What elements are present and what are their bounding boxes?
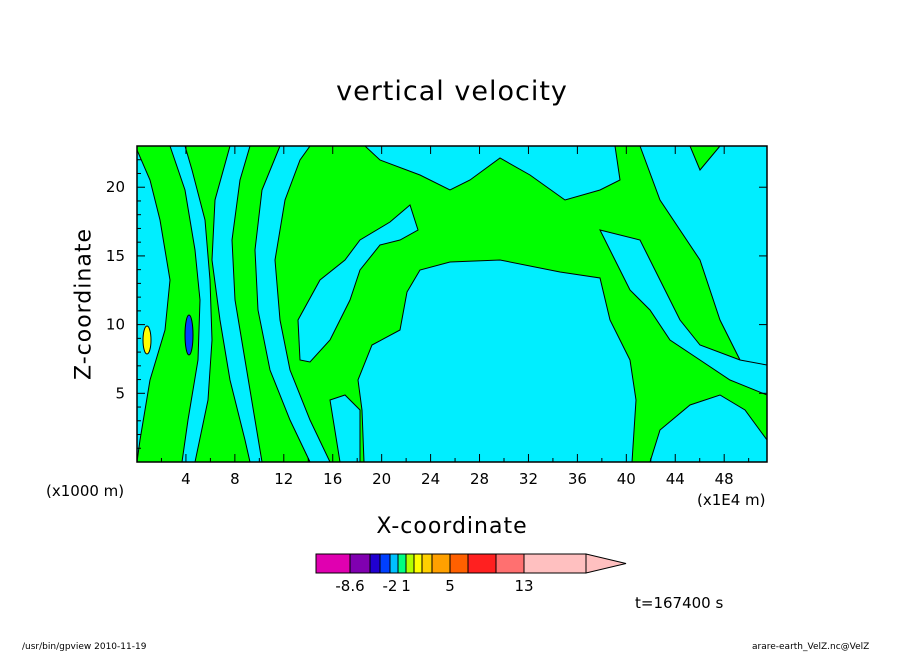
wave-stripe-5 bbox=[329, 394, 361, 462]
colorbar-label: -8.6 bbox=[335, 577, 364, 595]
x-tick-label: 4 bbox=[181, 470, 191, 488]
plot-frame bbox=[136, 145, 768, 463]
x-tick-label: 32 bbox=[519, 470, 538, 488]
colorbar-segment bbox=[467, 553, 497, 574]
x-tick-label: 36 bbox=[568, 470, 587, 488]
y-axis-unit: (x1000 m) bbox=[46, 482, 125, 500]
footer-program: /usr/bin/gpview 2010-11-19 bbox=[22, 642, 147, 652]
wave-stripe-3 bbox=[211, 146, 263, 462]
colorbar-segment bbox=[379, 553, 391, 574]
x-tick-label: 16 bbox=[323, 470, 342, 488]
contour-field bbox=[137, 146, 767, 462]
x-tick-label: 12 bbox=[274, 470, 293, 488]
left-arch-region bbox=[297, 204, 419, 363]
wave-stripe-2 bbox=[169, 146, 213, 462]
colorbar-segment bbox=[449, 553, 469, 574]
colorbar-segment bbox=[349, 553, 371, 574]
x-axis-unit: (x1E4 m) bbox=[697, 491, 766, 509]
chart-title: vertical velocity bbox=[336, 76, 568, 107]
colorbar-label: 13 bbox=[514, 577, 533, 595]
colorbar-label: -2 bbox=[383, 577, 398, 595]
x-axis-label: X-coordinate bbox=[376, 514, 528, 539]
top-center-region bbox=[364, 146, 621, 201]
negative-spot bbox=[184, 314, 194, 356]
colorbar-segment bbox=[315, 553, 351, 574]
right-arch-region bbox=[639, 146, 767, 381]
x-tick-label: 8 bbox=[230, 470, 240, 488]
y-tick-label: 5 bbox=[115, 384, 125, 402]
right-lower-region bbox=[649, 394, 767, 462]
x-tick-label: 44 bbox=[666, 470, 685, 488]
x-tick-label: 40 bbox=[617, 470, 636, 488]
x-tick-label: 20 bbox=[372, 470, 391, 488]
right-mid-region bbox=[599, 229, 767, 396]
colorbar-segment bbox=[369, 553, 381, 574]
wave-stripe-4 bbox=[254, 146, 331, 462]
colorbar-label: 5 bbox=[445, 577, 455, 595]
y-tick-label: 15 bbox=[106, 247, 125, 265]
y-tick-label: 20 bbox=[106, 178, 125, 196]
y-axis: 5 10 15 20 bbox=[106, 159, 767, 449]
colorbar-segment bbox=[405, 553, 415, 574]
x-tick-label: 28 bbox=[470, 470, 489, 488]
colorbar-segment bbox=[421, 553, 433, 574]
wave-stripe-1 bbox=[137, 149, 171, 462]
x-tick-label: 24 bbox=[421, 470, 440, 488]
colorbar-segment bbox=[523, 553, 587, 574]
central-downdraft-region bbox=[357, 259, 637, 462]
colorbar-segment bbox=[397, 553, 407, 574]
colorbar-arrow bbox=[585, 553, 627, 574]
x-tick-label: 48 bbox=[715, 470, 734, 488]
footer-source: arare-earth_VelZ.nc@VelZ bbox=[752, 642, 870, 652]
colorbar: -8.6 -2 1 5 13 bbox=[315, 553, 627, 595]
x-axis: 4 8 12 16 20 24 28 32 36 40 44 48 bbox=[160, 146, 750, 488]
colorbar-segment bbox=[431, 553, 451, 574]
colorbar-segment bbox=[413, 553, 423, 574]
colorbar-segment bbox=[389, 553, 399, 574]
y-tick-label: 10 bbox=[106, 316, 125, 334]
positive-spot bbox=[142, 325, 152, 355]
time-annotation: t=167400 s bbox=[635, 594, 724, 612]
colorbar-segment bbox=[495, 553, 525, 574]
colorbar-label: 1 bbox=[401, 577, 411, 595]
